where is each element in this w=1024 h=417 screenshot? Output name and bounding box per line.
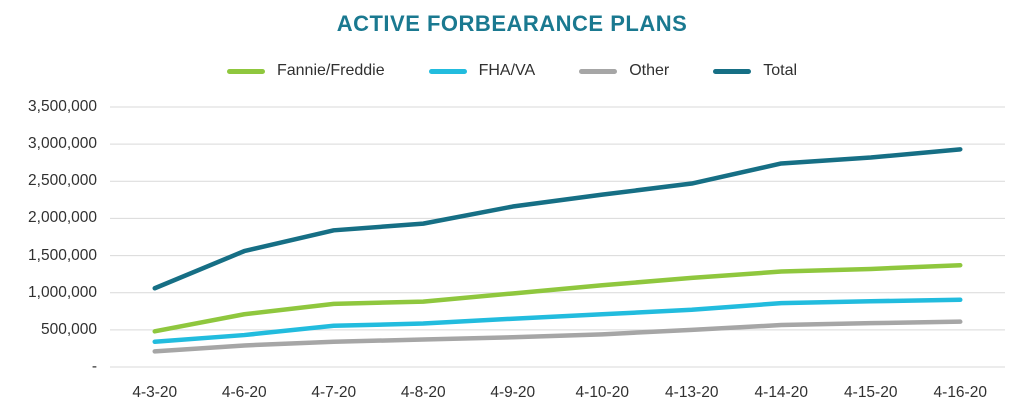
y-tick-label: 500,000 xyxy=(40,320,97,338)
legend-label: Total xyxy=(763,62,798,79)
y-tick-label: 2,000,000 xyxy=(28,209,97,227)
chart-legend: Fannie/Freddie FHA/VA Other Total xyxy=(0,60,1024,82)
series-line-other xyxy=(152,319,963,354)
x-tick-label: 4-7-20 xyxy=(311,384,357,401)
x-tick-label: 4-8-20 xyxy=(400,384,446,401)
series-line-total xyxy=(152,147,963,291)
series-line-fha-va xyxy=(152,297,963,344)
y-tick-label: - xyxy=(91,358,97,375)
x-tick-label: 4-3-20 xyxy=(132,384,178,401)
series-line-fannie-freddie xyxy=(152,262,963,334)
y-tick-label: 3,000,000 xyxy=(28,135,97,153)
legend-swatch-icon xyxy=(713,68,752,74)
y-tick-label: 1,500,000 xyxy=(28,246,97,264)
x-tick-label: 4-13-20 xyxy=(665,384,719,401)
x-tick-label: 4-15-20 xyxy=(844,384,898,401)
legend-label: Fannie/Freddie xyxy=(276,62,385,79)
y-tick-label: 1,000,000 xyxy=(28,283,97,301)
legend-label: Other xyxy=(629,62,670,79)
x-tick-label: 4-16-20 xyxy=(933,384,987,401)
legend-swatch-icon xyxy=(226,68,265,74)
x-tick-label: 4-6-20 xyxy=(221,384,267,401)
legend-swatch-icon xyxy=(428,68,467,74)
x-tick-label: 4-14-20 xyxy=(754,384,808,401)
y-tick-label: 3,500,000 xyxy=(28,98,97,115)
legend-item-fha-va: FHA/VA xyxy=(428,62,536,79)
legend-swatch-icon xyxy=(579,68,618,74)
y-tick-label: 2,500,000 xyxy=(28,172,97,190)
legend-item-total: Total xyxy=(713,63,797,79)
legend-label: FHA/VA xyxy=(478,62,536,79)
legend-item-other: Other xyxy=(579,63,669,79)
x-tick-label: 4-9-20 xyxy=(490,384,536,401)
x-tick-label: 4-10-20 xyxy=(575,384,629,401)
chart-title: ACTIVE FORBEARANCE PLANS xyxy=(336,11,688,36)
legend-item-fannie-freddie: Fannie/Freddie xyxy=(226,62,385,79)
